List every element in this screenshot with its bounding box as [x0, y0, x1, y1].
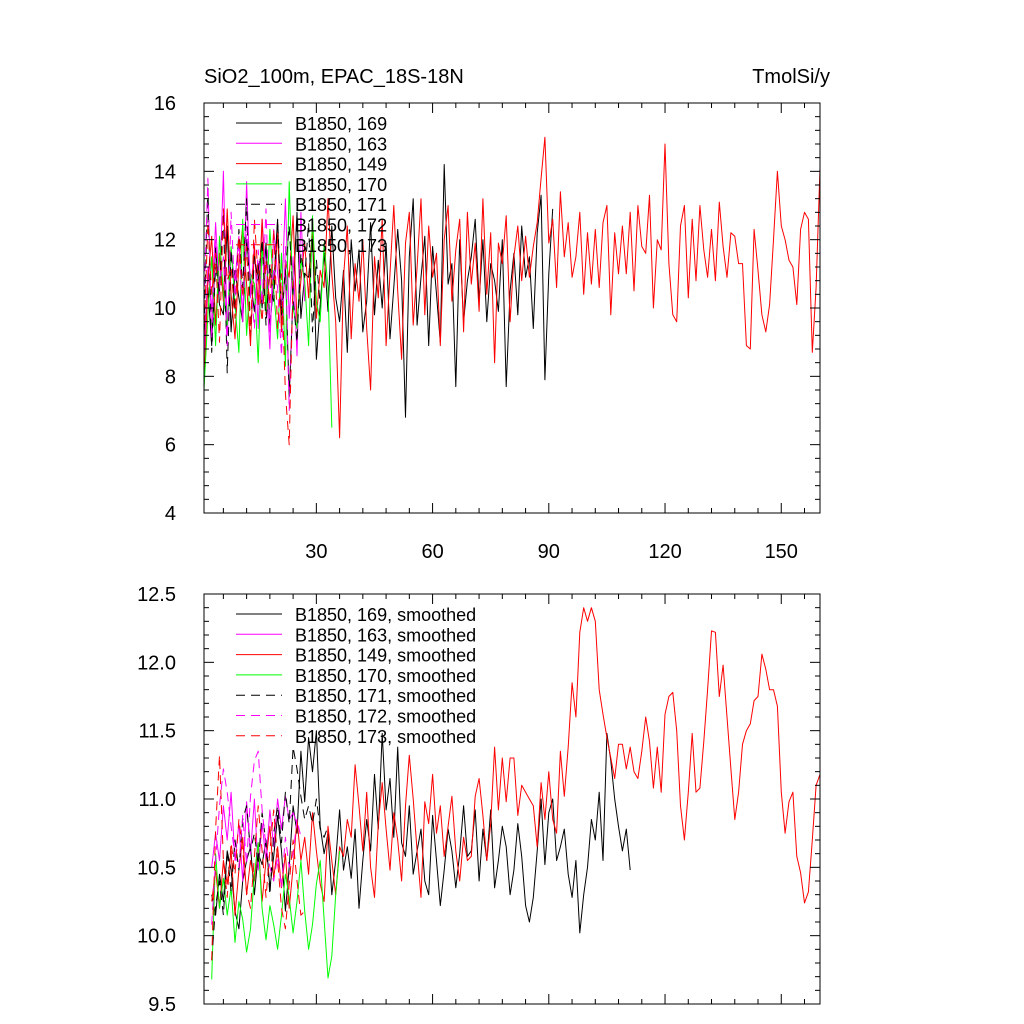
x-tick-label: 30: [305, 541, 327, 563]
legend-label: B1850, 149, smoothed: [295, 646, 476, 666]
series-line-0: [211, 730, 631, 934]
y-tick-label: 12.0: [137, 652, 176, 674]
y-tick-label: 16: [154, 93, 176, 115]
chart-title-right: TmolSi/y: [752, 66, 830, 88]
legend-label: B1850, 172, smoothed: [295, 707, 476, 727]
y-tick-label: 12.5: [137, 584, 176, 606]
y-tick-label: 6: [165, 435, 176, 457]
x-tick-label: 90: [538, 541, 560, 563]
legend-label: B1850, 173, smoothed: [295, 727, 476, 747]
legend-label: B1850, 163, smoothed: [295, 625, 476, 645]
legend-label: B1850, 171: [295, 195, 387, 215]
y-tick-label: 14: [154, 161, 176, 183]
x-tick-label: 150: [765, 541, 798, 563]
legend-label: B1850, 149: [295, 155, 387, 175]
legend-label: B1850, 163: [295, 134, 387, 154]
series-line-1: [211, 791, 298, 882]
y-tick-label: 11.0: [139, 789, 176, 811]
legend-label: B1850, 172: [295, 216, 387, 236]
y-tick-label: 4: [165, 503, 176, 525]
bottom-panel: 9.5 10.0 10.5 11.0 11.5 12.0 12.5 B1850, 169, s…: [137, 584, 821, 1016]
chart-title-left: SiO2_100m, EPAC_18S-18N: [204, 66, 464, 88]
series-line-0: [204, 164, 554, 418]
legend-label: B1850, 170, smoothed: [295, 666, 476, 686]
y-tick-label: 10: [154, 298, 176, 320]
y-tick-label: 9.5: [148, 994, 176, 1016]
x-tick-label: 120: [648, 541, 681, 563]
y-tick-label: 10.0: [137, 926, 176, 948]
y-tick-label: 12: [154, 230, 176, 252]
series-line-2: [204, 136, 820, 439]
series-line-5: [204, 177, 294, 411]
series-line-5: [211, 750, 302, 925]
series-line-6: [204, 208, 294, 446]
y-tick-label: 8: [165, 366, 176, 388]
legend-label: B1850, 173: [295, 236, 387, 256]
legend-label: B1850, 171, smoothed: [295, 686, 476, 706]
series-line-3: [211, 842, 341, 980]
legend-label: B1850, 169, smoothed: [295, 605, 476, 625]
x-tick-label: 60: [421, 541, 443, 563]
y-tick-label: 11.5: [139, 721, 176, 743]
legend-label: B1850, 169: [295, 114, 387, 134]
y-tick-label: 10.5: [137, 857, 176, 879]
series-line-2: [211, 607, 820, 916]
legend-label: B1850, 170: [295, 175, 387, 195]
